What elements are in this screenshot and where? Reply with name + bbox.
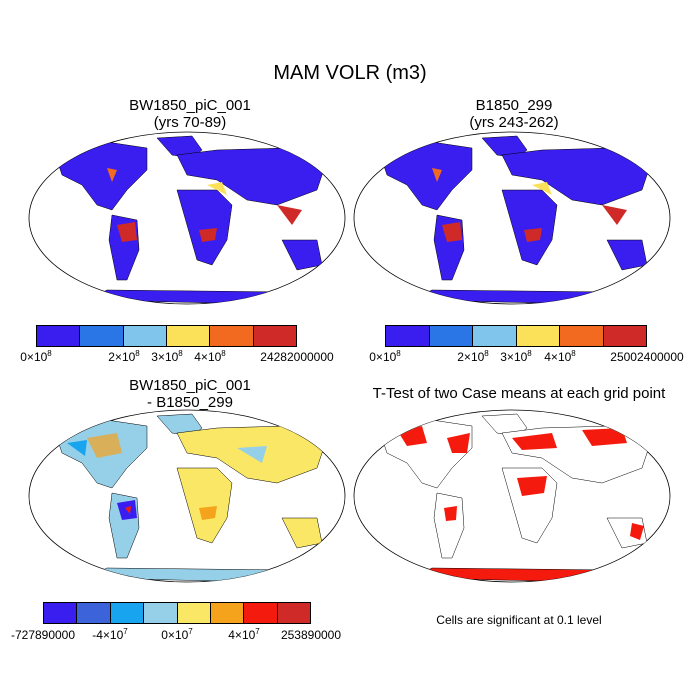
colorbar-panel-3 <box>43 602 311 624</box>
colorbar-2-tick-0: 0×108 <box>369 349 401 364</box>
colorbar-2-bin-1 <box>386 326 430 346</box>
significance-note: Cells are significant at 0.1 level <box>436 613 602 627</box>
colorbar-3-bin-8 <box>277 603 310 623</box>
colorbar-3-bin-2 <box>77 603 111 623</box>
colorbar-1-bin-4 <box>166 326 211 346</box>
colorbar-2-tick-1: 2×108 <box>457 349 489 364</box>
colorbar-1-tick-1: 2×108 <box>108 349 140 364</box>
colorbar-1-tick-4: 24282000000 <box>260 350 334 364</box>
panel-3-title-line2: - B1850_299 <box>147 394 233 411</box>
panel-2-title: B1850_299 (yrs 243-262) <box>354 97 674 131</box>
colorbar-1-tick-2: 3×108 <box>151 349 183 364</box>
colorbar-2-tick-3: 4×108 <box>544 349 576 364</box>
colorbar-3-bin-5 <box>177 603 211 623</box>
colorbar-3-bin-1 <box>44 603 78 623</box>
colorbar-3-tick-3: 4×107 <box>228 627 260 642</box>
colorbar-panel-1 <box>36 325 297 347</box>
panel-1-title: BW1850_piC_001 (yrs 70-89) <box>30 97 350 131</box>
colorbar-1-bin-6 <box>253 326 296 346</box>
colorbar-1-bin-2 <box>80 326 124 346</box>
colorbar-3-tick-2: 0×107 <box>161 627 193 642</box>
colorbar-2-tick-2: 3×108 <box>500 349 532 364</box>
panel-2-title-line1: B1850_299 <box>475 97 553 114</box>
colorbar-3-tick-4: 253890000 <box>280 628 342 642</box>
land-volr-field <box>381 135 653 304</box>
colorbar-1-tick-0: 0×108 <box>20 349 52 364</box>
colorbar-3-tick-1: -4×107 <box>92 627 128 642</box>
panel-2-title-line2: (yrs 243-262) <box>469 114 559 131</box>
colorbar-2-bin-2 <box>429 326 473 346</box>
colorbar-1-bin-5 <box>210 326 254 346</box>
colorbar-1-tick-3: 4×108 <box>194 349 226 364</box>
colorbar-3-bin-6 <box>210 603 245 623</box>
colorbar-3-tick-0: -727890000 <box>10 628 76 642</box>
figure-title: MAM VOLR (m3) <box>273 62 427 84</box>
colorbar-3-bin-7 <box>244 603 278 623</box>
panel-4-title: T-Test of two Case means at each grid po… <box>372 385 666 402</box>
map-panel-2 <box>353 131 671 305</box>
map-panel-4 <box>353 409 671 583</box>
colorbar-2-bin-5 <box>560 326 604 346</box>
colorbar-1-bin-1 <box>37 326 81 346</box>
map-panel-1 <box>28 131 346 305</box>
colorbar-3-bin-3 <box>110 603 145 623</box>
panel-1-title-line2: (yrs 70-89) <box>153 114 227 131</box>
colorbar-2-bin-4 <box>516 326 560 346</box>
panel-3-title-line1: BW1850_piC_001 <box>129 377 251 394</box>
colorbar-panel-2 <box>385 325 647 347</box>
panel-1-title-line1: BW1850_piC_001 <box>129 97 251 114</box>
colorbar-2-tick-4: 25002400000 <box>610 350 684 364</box>
colorbar-2-bin-6 <box>603 326 646 346</box>
colorbar-2-bin-3 <box>473 326 517 346</box>
colorbar-1-bin-3 <box>123 326 167 346</box>
map-panel-3 <box>28 409 346 583</box>
panel-3-title: BW1850_piC_001 - B1850_299 <box>30 377 350 411</box>
land-volr-field <box>56 135 328 304</box>
colorbar-3-bin-4 <box>144 603 178 623</box>
